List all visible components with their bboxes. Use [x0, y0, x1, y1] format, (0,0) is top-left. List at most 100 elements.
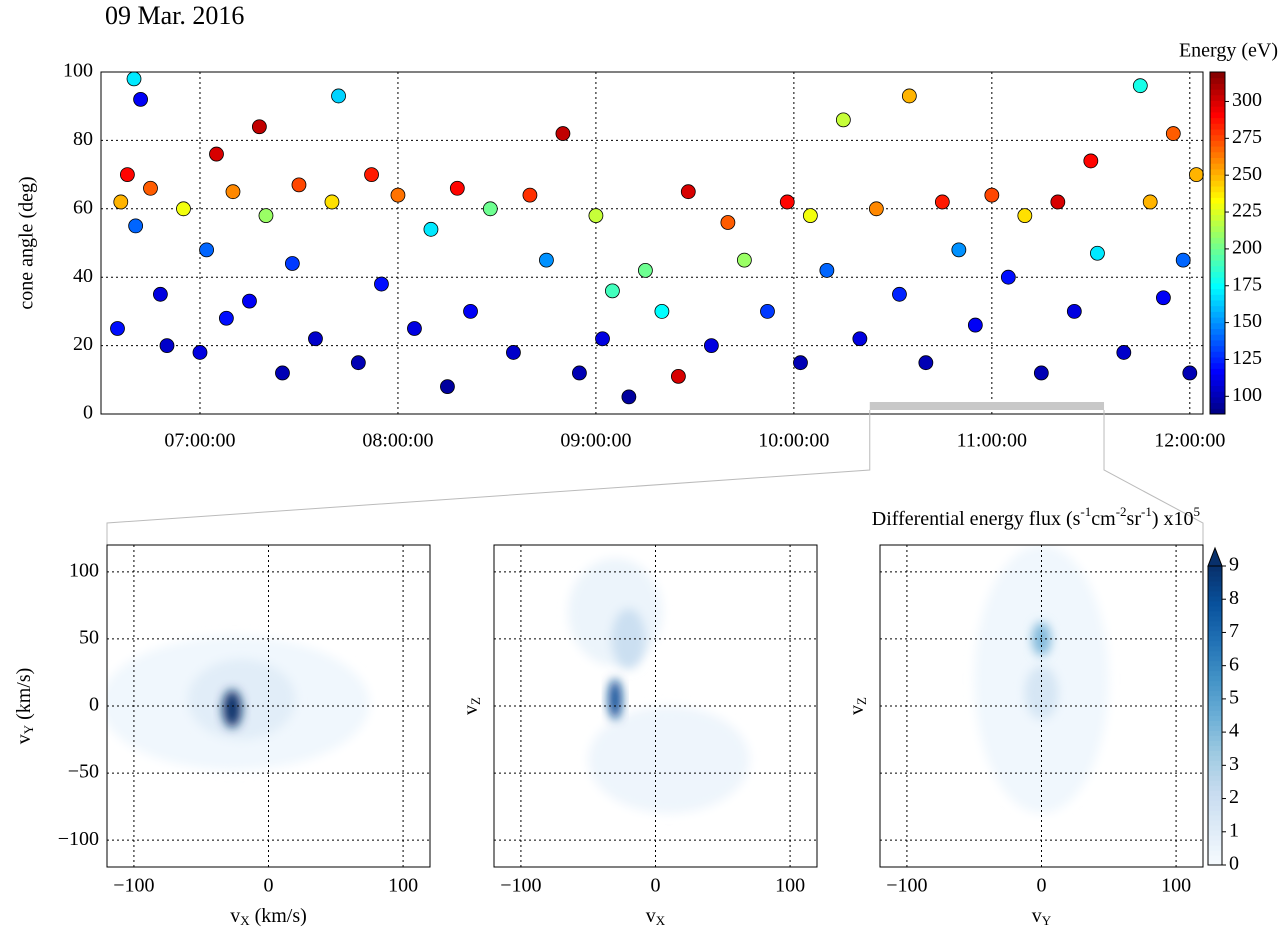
data-point [143, 180, 158, 196]
colorbar-step [1208, 725, 1222, 731]
colorbar-step [1210, 311, 1225, 318]
colorbar-step [1208, 575, 1222, 582]
data-point [128, 218, 144, 234]
data-point [1017, 208, 1033, 224]
label-part: v [646, 905, 656, 927]
x-tick-label: −100 [886, 875, 927, 897]
data-point [324, 194, 340, 210]
axis-label: Differential energy flux (s-1cm-2sr-1) x… [872, 504, 1200, 530]
data-point [638, 262, 653, 278]
colorbar-tick-label: 300 [1232, 89, 1262, 111]
colorbar-tick-label: 125 [1232, 347, 1262, 369]
data-point [654, 303, 670, 319]
colorbar-step [1210, 111, 1225, 119]
label-part: Y [21, 724, 36, 734]
colorbar-step [1210, 368, 1225, 375]
data-point [176, 201, 191, 217]
data-point [463, 303, 478, 319]
colorbar-step [1208, 590, 1222, 597]
data-point [605, 283, 620, 299]
colorbar-step [1210, 77, 1225, 84]
label-part: Z [468, 697, 483, 705]
data-point [901, 88, 917, 104]
colorbar-tick-label: 9 [1229, 554, 1239, 576]
data-point [802, 208, 818, 224]
colorbar-step [1210, 282, 1225, 290]
y-tick-label: 20 [73, 333, 93, 355]
colorbar-step [1210, 168, 1225, 176]
label-part: (km/s) [250, 905, 307, 927]
colorbar-step [1208, 620, 1222, 627]
colorbar-step [1210, 328, 1225, 335]
colorbar-step [1210, 134, 1225, 141]
plot-frame [106, 544, 431, 868]
colorbar-step [1210, 385, 1225, 392]
data-point [449, 180, 465, 196]
x-tick-label: 11:00:00 [957, 430, 1027, 452]
colorbar-step [1208, 775, 1222, 781]
data-point [720, 215, 736, 230]
flux-region [608, 679, 622, 720]
colorbar-step [1208, 855, 1222, 861]
x-tick-label: 12:00:00 [1154, 430, 1225, 452]
colorbar-step [1208, 690, 1222, 697]
colorbar-step [1210, 305, 1225, 312]
colorbar-tick-label: 3 [1229, 753, 1239, 775]
colorbar-step [1210, 288, 1225, 295]
colorbar-step [1208, 700, 1222, 707]
colorbar-tick-label: 175 [1232, 273, 1262, 295]
colorbar-step [1210, 243, 1225, 250]
data-point [374, 276, 389, 292]
colorbar-step [1208, 585, 1222, 592]
colorbar-step [1210, 94, 1225, 101]
colorbar-step [1208, 670, 1222, 677]
colorbar-step [1208, 810, 1222, 816]
colorbar-step [1208, 740, 1222, 746]
x-tick-label: 0 [264, 875, 274, 897]
data-point [1156, 290, 1171, 306]
colorbar-step [1208, 825, 1222, 831]
colorbar-step [1210, 402, 1225, 409]
label-part: Differential energy flux (s [872, 508, 1081, 530]
colorbar-step [1208, 860, 1222, 866]
colorbar-step [1208, 640, 1222, 647]
colorbar-step [1210, 265, 1225, 272]
data-point [819, 262, 835, 278]
colorbar-step [1208, 730, 1222, 736]
colorbar-step [1210, 129, 1225, 136]
axis-label: vZ [460, 697, 483, 715]
colorbar-tick-label: 100 [1232, 384, 1262, 406]
colorbar-step [1208, 615, 1222, 622]
data-point [918, 355, 934, 371]
data-point [110, 321, 125, 336]
colorbar-step [1208, 655, 1222, 662]
data-point [126, 71, 142, 87]
colorbar-step [1208, 850, 1222, 856]
colorbar-step [1208, 780, 1222, 786]
data-point [152, 286, 168, 302]
colorbar-step [1208, 695, 1222, 702]
colorbar-step [1210, 374, 1225, 381]
label-part: -1 [1080, 504, 1091, 519]
label-part: v [460, 705, 482, 715]
data-point [423, 221, 439, 237]
colorbar-step [1208, 795, 1222, 801]
data-point [1165, 126, 1181, 141]
data-point [209, 146, 224, 162]
colorbar-step [1210, 83, 1225, 90]
heatmap-layer [107, 636, 370, 771]
y-tick-label: 0 [89, 694, 99, 716]
colorbar-step [1210, 248, 1225, 255]
colorbar-step [1208, 570, 1222, 577]
colorbar-step [1210, 151, 1225, 158]
colorbar-step [1210, 339, 1225, 347]
y-tick-label: 80 [73, 128, 93, 150]
x-tick-label: 100 [388, 875, 418, 897]
x-tick-label: 08:00:00 [362, 430, 433, 452]
colorbar-step [1210, 271, 1225, 278]
colorbar-step [1210, 300, 1225, 307]
y-axis-label: cone angle (deg) [16, 176, 38, 309]
y-tick-label: 60 [73, 196, 93, 218]
colorbar-step [1210, 408, 1225, 415]
colorbar-step [1210, 157, 1225, 164]
